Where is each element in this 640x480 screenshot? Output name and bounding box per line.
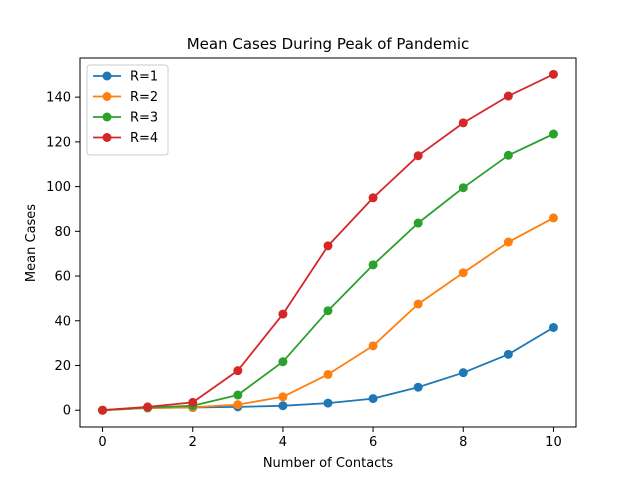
y-axis: 0 20 40 60 80 100 120 140 [46,91,80,419]
data-point-r-1 [458,368,468,378]
data-point-r-4 [548,69,558,79]
x-tick-label: 4 [279,435,287,450]
data-point-r-4 [98,405,108,415]
data-point-r-2 [368,341,378,351]
data-point-r-4 [458,118,468,128]
data-point-r-2 [548,213,558,223]
data-point-r-3 [233,390,243,400]
data-point-r-4 [368,193,378,203]
series-line-r-3 [102,133,554,412]
data-point-r-3 [503,150,513,160]
legend-label: R=4 [130,131,158,146]
y-tick-label: 20 [54,359,71,374]
data-point-r-3 [278,357,288,367]
legend-marker [102,112,112,122]
x-tick-label: 0 [98,435,106,450]
legend-item: R=4 [93,131,158,146]
y-tick-label: 100 [46,180,71,195]
y-tick-label: 80 [54,225,71,240]
data-point-r-2 [503,237,513,247]
legend: R=1 R=2 R=3 R=4 [86,64,169,156]
data-point-r-4 [143,402,153,412]
series-line-r-1 [102,326,554,412]
data-point-r-1 [548,322,558,332]
legend-item: R=3 [93,111,158,126]
data-point-r-2 [278,392,288,402]
axes-frame [79,57,577,428]
data-point-r-3 [323,306,333,316]
legend-marker [102,71,112,81]
series-r-1 [98,322,558,415]
data-point-r-1 [278,401,288,411]
y-tick-label: 0 [63,404,71,419]
x-tick-label: 6 [369,435,377,450]
data-point-r-3 [413,218,423,228]
data-point-r-1 [368,394,378,404]
x-axis: 0 2 4 6 8 10 [98,427,562,450]
data-point-r-4 [188,397,198,407]
series-r-4 [98,69,558,415]
x-tick-label: 2 [189,435,197,450]
legend-label: R=3 [130,111,158,126]
legend-marker [102,133,112,142]
chart-title: Mean Cases During Peak of Pandemic [187,35,470,53]
data-point-r-1 [323,398,333,408]
y-tick-label: 120 [46,135,71,150]
data-point-r-2 [323,369,333,379]
data-point-r-2 [413,299,423,309]
y-tick-label: 60 [54,270,71,285]
data-point-r-3 [368,260,378,270]
x-axis-label: Number of Contacts [263,456,394,471]
data-point-r-3 [458,183,468,193]
data-point-r-1 [503,349,513,359]
y-axis-label: Mean Cases [24,204,39,282]
data-point-r-4 [323,241,333,251]
legend-item: R=2 [93,90,158,105]
plot-area [98,69,558,415]
data-point-r-2 [233,400,243,410]
data-point-r-4 [503,91,513,101]
legend-marker [102,92,112,101]
y-tick-label: 40 [54,314,71,329]
data-point-r-1 [413,382,423,392]
x-tick-label: 10 [545,435,562,450]
data-point-r-4 [233,366,243,376]
legend-box [86,64,169,156]
y-tick-label: 140 [46,91,71,106]
x-tick-label: 8 [459,435,467,450]
data-point-r-4 [278,309,288,319]
legend-item: R=1 [93,70,158,85]
data-point-r-4 [413,151,423,161]
data-point-r-2 [458,268,468,278]
legend-label: R=2 [130,90,158,105]
data-point-r-3 [548,129,558,139]
legend-label: R=1 [130,70,158,85]
